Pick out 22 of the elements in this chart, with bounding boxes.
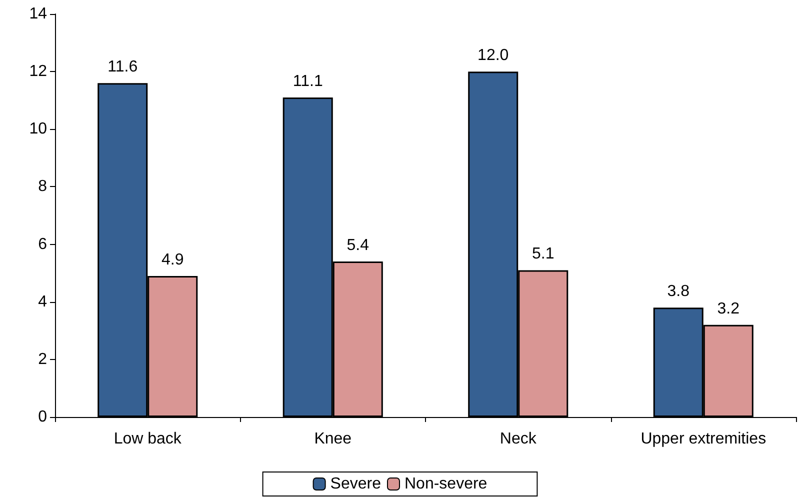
x-tick-label: Low back [114,430,182,448]
data-label: 5.4 [346,237,370,254]
legend-label: Severe [330,476,382,492]
data-label: 12.0 [478,47,509,64]
data-label: 3.2 [717,300,740,318]
y-tick-label: 14 [29,6,48,22]
data-label: 11.6 [108,58,138,76]
x-tick-label: Knee [314,430,352,448]
data-label: 11.1 [292,72,323,90]
y-tick-label: 2 [38,350,48,368]
x-tick-label: Neck [500,430,538,448]
y-tick-label: 8 [38,178,48,196]
y-tick-label: 10 [29,120,48,138]
y-tick-label: 0 [38,408,48,426]
x-tick-label: Upper extremities [640,430,766,448]
y-tick-label: 6 [38,236,48,253]
legend-label: Non-severe [404,476,488,492]
y-tick-label: 12 [29,63,48,80]
data-label: 4.9 [162,251,184,268]
data-label: 3.8 [667,283,690,300]
data-label: 5.1 [532,246,554,263]
y-tick-label: 4 [38,293,48,310]
